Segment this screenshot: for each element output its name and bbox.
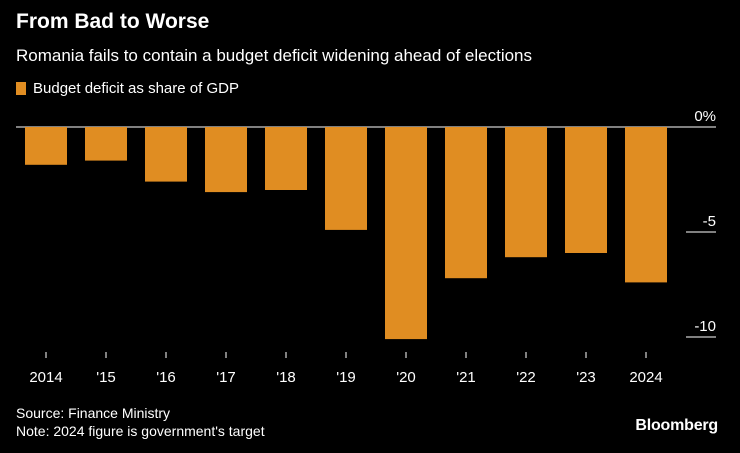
source-note: Source: Finance Ministry [16,405,171,421]
bar-2024 [625,127,667,283]
bar-21 [445,127,487,279]
x-tick-label: '21 [456,369,476,386]
x-tick-label: '17 [216,369,236,386]
chart-subtitle: Romania fails to contain a budget defici… [16,46,533,65]
bloomberg-logo: Bloomberg [635,417,718,434]
legend-label: Budget deficit as share of GDP [33,80,239,97]
x-tick-label: 2024 [629,369,662,386]
x-tick-label: '19 [336,369,356,386]
footnote: Note: 2024 figure is government's target [16,423,265,439]
bar-16 [145,127,187,182]
y-tick-label: -5 [703,213,716,230]
bar-18 [265,127,307,190]
legend-swatch [16,82,26,95]
y-tick-label: 0% [694,108,716,125]
x-tick-label: '16 [156,369,176,386]
y-tick-label: -10 [694,318,716,335]
x-tick-label: '20 [396,369,416,386]
x-tick-label: '23 [576,369,596,386]
x-tick-label: '15 [96,369,116,386]
legend: Budget deficit as share of GDP [16,80,239,97]
x-tick-label: '18 [276,369,296,386]
x-tick-label: 2014 [29,369,62,386]
bar-19 [325,127,367,230]
bar-20 [385,127,427,340]
chart-title: From Bad to Worse [16,10,210,33]
bar-17 [205,127,247,193]
x-tick-label: '22 [516,369,536,386]
bar-23 [565,127,607,253]
bar-2014 [25,127,67,165]
bar-15 [85,127,127,161]
footer: Source: Finance Ministry Note: 2024 figu… [16,404,265,440]
bar-22 [505,127,547,258]
